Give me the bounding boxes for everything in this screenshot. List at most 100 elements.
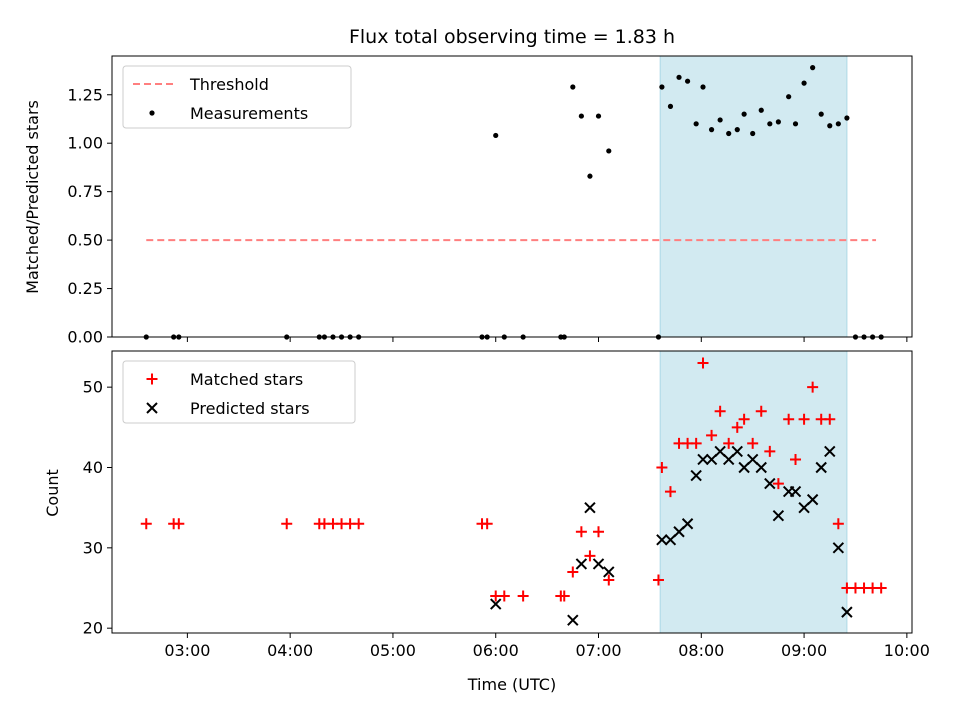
- data-point: [681, 518, 694, 530]
- legend-swatch: [146, 402, 158, 414]
- legend: Threshold Measurements: [122, 65, 352, 129]
- data-point: [353, 518, 365, 530]
- data-point: [806, 493, 819, 506]
- data-point: [697, 453, 709, 466]
- data-point: [481, 518, 493, 530]
- data-point: [764, 477, 776, 490]
- legend-label: Matched stars: [190, 370, 303, 389]
- data-point: [832, 518, 844, 530]
- data-point: [726, 130, 732, 137]
- data-point: [676, 74, 682, 80]
- legend: Matched stars Predicted stars: [122, 360, 356, 424]
- data-point: [140, 518, 152, 530]
- y-tick-label: 0.75: [67, 182, 103, 201]
- legend-label: Measurements: [190, 104, 308, 123]
- data-point: [875, 582, 887, 594]
- panel-counts: 20 30 40 50 03:00 04:00 05:00 06:00 07:00 08:00 09…: [83, 350, 930, 660]
- series-predicted-stars: [490, 445, 853, 626]
- data-point: [750, 130, 756, 137]
- data-point: [693, 121, 699, 127]
- data-point: [810, 65, 816, 71]
- x-tick-label: 07:00: [575, 641, 621, 660]
- data-point: [517, 590, 529, 602]
- axes-frame: [111, 350, 913, 634]
- y-tick-label: 40: [83, 458, 103, 477]
- data-point: [498, 590, 510, 602]
- data-point: [789, 485, 802, 498]
- data-point: [656, 534, 668, 546]
- data-point: [807, 381, 819, 393]
- x-tick-label: 05:00: [370, 641, 416, 660]
- x-tick-label: 06:00: [473, 641, 519, 660]
- y-tick-label: 20: [83, 619, 103, 638]
- data-point: [841, 606, 853, 618]
- data-point: [815, 461, 827, 474]
- data-point: [690, 469, 702, 482]
- data-point: [281, 518, 293, 530]
- data-point: [824, 445, 836, 458]
- y-axis-label-ratio: Matched/Predicted stars: [23, 100, 42, 294]
- data-point: [790, 453, 802, 465]
- data-point: [767, 121, 773, 127]
- data-point: [592, 558, 605, 570]
- y-tick-label: 50: [83, 378, 103, 397]
- data-point: [584, 501, 596, 514]
- legend-box: [122, 360, 356, 424]
- data-point: [783, 413, 795, 425]
- data-point: [652, 574, 664, 586]
- data-point: [792, 121, 799, 127]
- data-point: [835, 121, 841, 127]
- data-point: [706, 429, 718, 441]
- y-axis-label-count: Count: [43, 469, 62, 517]
- panel-ratio: 0.00 0.25 0.50 0.75 1.00 1.25 Threshold Measure…: [67, 55, 913, 347]
- legend-box: [122, 65, 352, 129]
- axes-frame: [111, 55, 913, 338]
- data-point: [731, 445, 743, 458]
- y-tick-label: 30: [83, 538, 103, 557]
- y-tick-label: 0.25: [67, 279, 103, 298]
- data-point: [603, 566, 615, 578]
- data-point: [824, 413, 836, 425]
- data-point: [717, 117, 723, 123]
- y-tick-label: 1.25: [67, 85, 103, 104]
- data-point: [690, 437, 702, 449]
- data-point: [786, 94, 792, 100]
- data-point: [684, 78, 691, 84]
- y-tick-label: 0.50: [67, 231, 103, 250]
- data-point: [593, 526, 605, 538]
- data-point: [173, 518, 185, 530]
- data-point: [567, 566, 579, 578]
- data-point: [772, 509, 785, 522]
- data-point: [747, 437, 759, 449]
- y-tick-label: 1.00: [67, 134, 103, 153]
- data-point: [578, 113, 584, 119]
- x-tick-label: 10:00: [884, 641, 930, 660]
- data-point: [827, 123, 833, 129]
- data-point: [801, 80, 807, 86]
- data-point: [603, 574, 615, 586]
- data-point: [798, 413, 810, 425]
- data-point: [667, 103, 674, 109]
- data-point: [575, 558, 588, 570]
- data-point: [659, 84, 665, 90]
- x-tick-label: 09:00: [781, 641, 827, 660]
- data-point: [570, 84, 576, 90]
- data-point: [775, 119, 781, 125]
- legend-swatch: [146, 373, 158, 385]
- data-point: [595, 113, 602, 119]
- data-point: [697, 357, 709, 369]
- data-point: [656, 461, 668, 473]
- data-point: [575, 526, 587, 538]
- data-point: [558, 590, 570, 602]
- shaded-observing-window: [659, 350, 848, 634]
- data-point: [734, 127, 740, 133]
- data-point: [844, 115, 850, 121]
- x-tick-label: 08:00: [678, 641, 724, 660]
- chart-title: Flux total observing time = 1.83 h: [349, 26, 675, 48]
- data-point: [606, 148, 612, 154]
- data-point: [587, 173, 593, 179]
- x-tick-label: 04:00: [267, 641, 313, 660]
- data-point: [832, 542, 845, 554]
- data-point: [772, 478, 784, 490]
